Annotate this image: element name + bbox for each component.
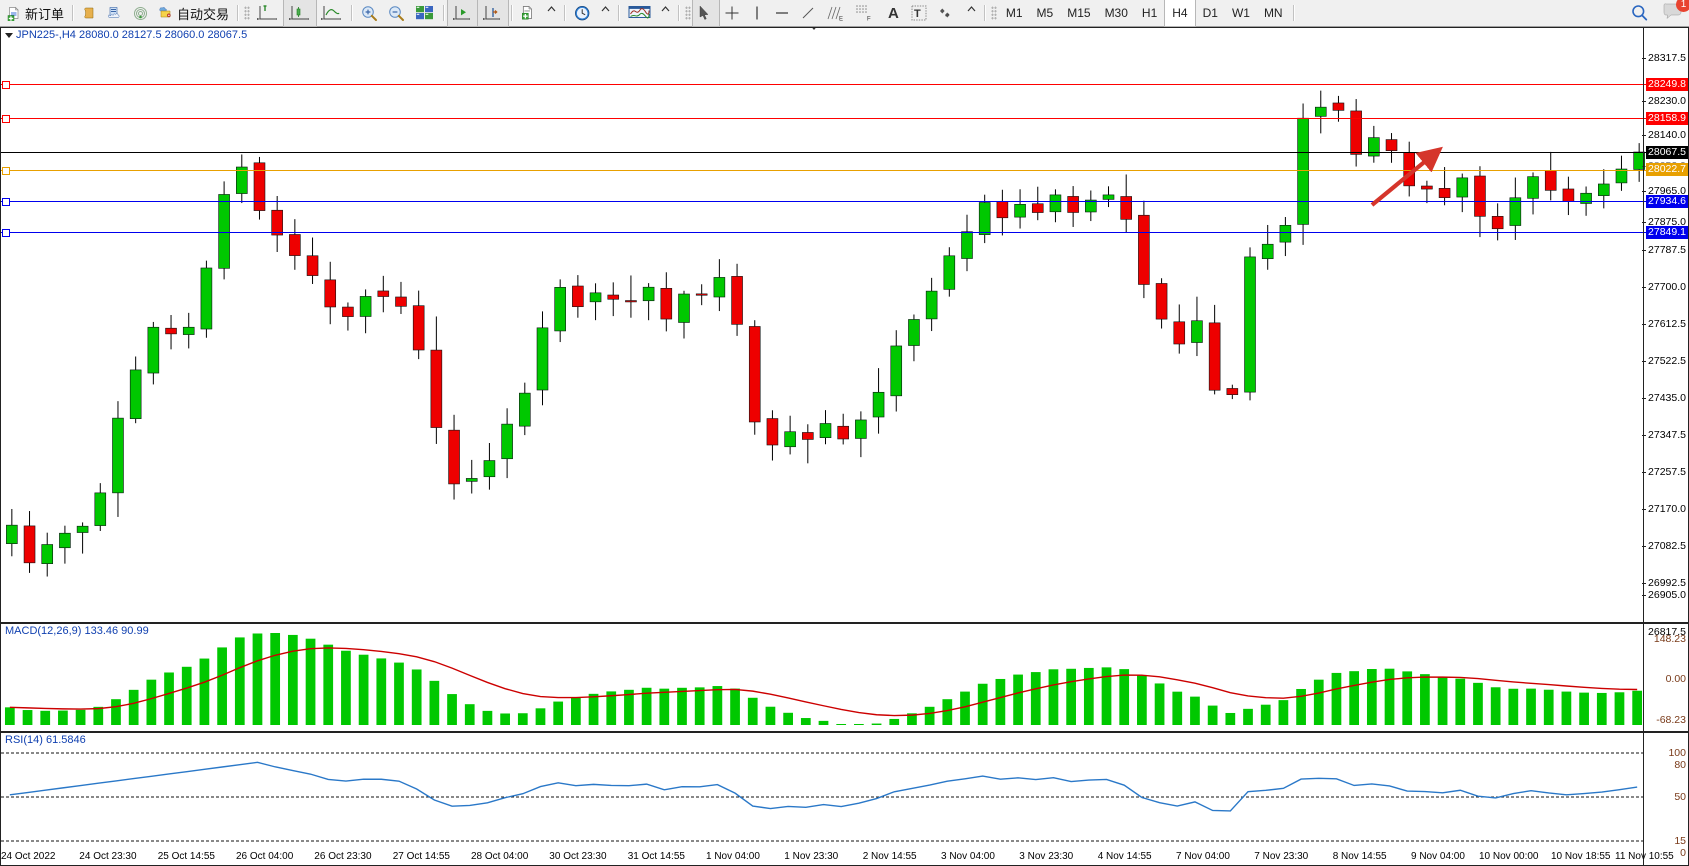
svg-text:E: E	[839, 17, 843, 22]
svg-text:T: T	[914, 8, 921, 20]
svg-text:F: F	[867, 17, 871, 22]
